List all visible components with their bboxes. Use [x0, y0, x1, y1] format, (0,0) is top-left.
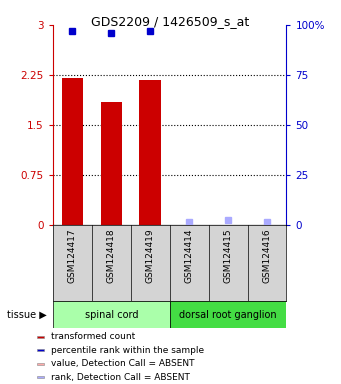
Bar	[101, 101, 122, 225]
Text: GSM124416: GSM124416	[263, 228, 271, 283]
Text: tissue ▶: tissue ▶	[7, 310, 47, 320]
Bar	[37, 376, 44, 378]
Bar	[37, 363, 44, 365]
Text: GSM124417: GSM124417	[68, 228, 77, 283]
Bar	[169, 301, 286, 328]
Text: dorsal root ganglion: dorsal root ganglion	[179, 310, 277, 320]
Text: value, Detection Call = ABSENT: value, Detection Call = ABSENT	[51, 359, 194, 368]
Text: GSM124419: GSM124419	[146, 228, 155, 283]
Text: GSM124415: GSM124415	[224, 228, 233, 283]
Text: GDS2209 / 1426509_s_at: GDS2209 / 1426509_s_at	[91, 15, 250, 28]
Bar	[62, 78, 83, 225]
Text: rank, Detection Call = ABSENT: rank, Detection Call = ABSENT	[51, 373, 190, 382]
Text: percentile rank within the sample: percentile rank within the sample	[51, 346, 204, 355]
Bar	[37, 336, 44, 338]
Text: GSM124414: GSM124414	[184, 228, 194, 283]
Text: GSM124418: GSM124418	[107, 228, 116, 283]
Bar	[139, 79, 161, 225]
Text: spinal cord: spinal cord	[85, 310, 138, 320]
Bar	[37, 349, 44, 351]
Text: transformed count: transformed count	[51, 333, 135, 341]
Bar	[53, 301, 169, 328]
